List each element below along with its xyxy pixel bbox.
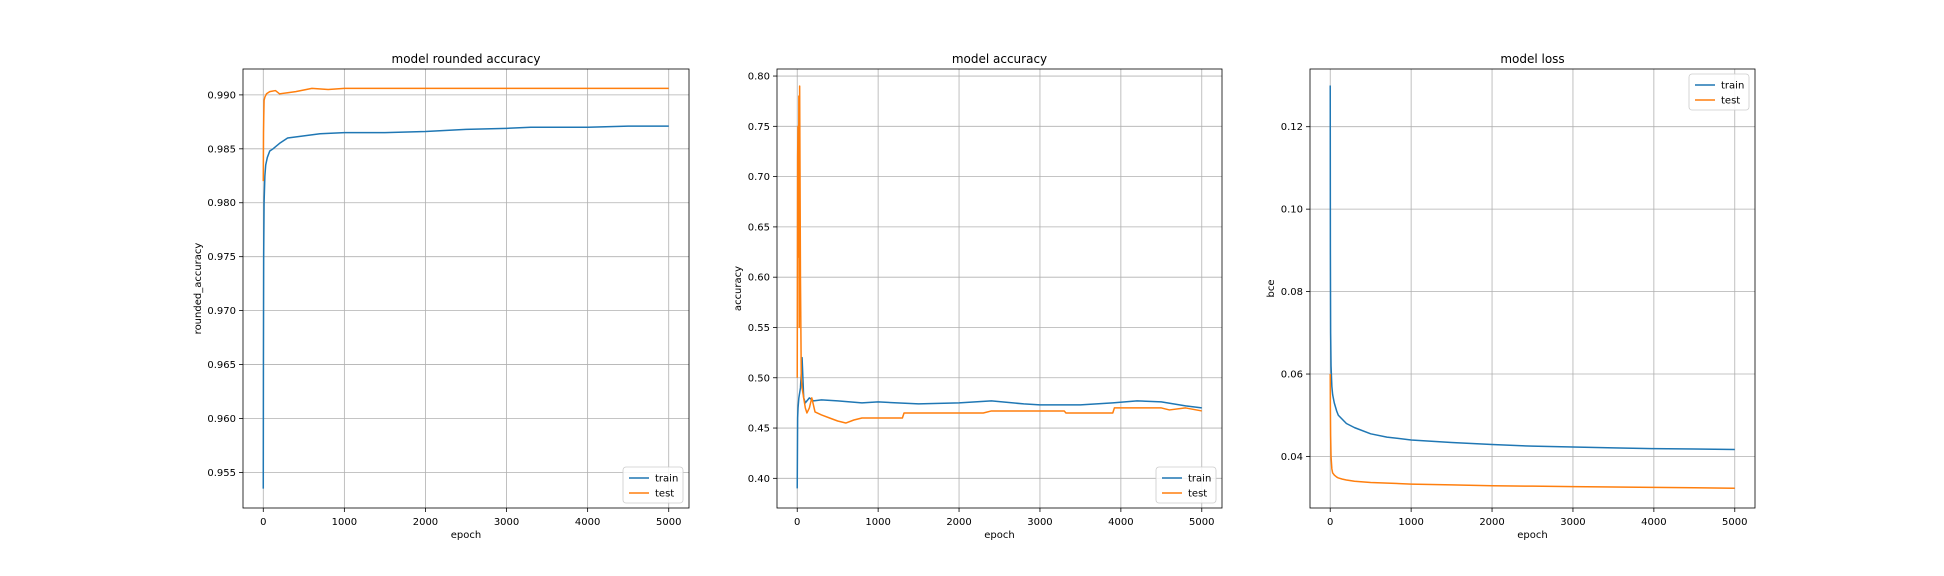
y-tick-label: 0.80 — [748, 72, 770, 83]
legend: train test — [1688, 73, 1750, 111]
x-tick-label: 5000 — [1722, 517, 1747, 528]
x-axis-label: epoch — [451, 530, 481, 541]
y-tick-label: 0.55 — [748, 323, 770, 334]
y-tick-label: 0.60 — [748, 273, 770, 284]
x-tick-label: 4000 — [1641, 517, 1666, 528]
chart-panel-2: 0 1000 2000 3000 4000 5000 0.40 0.45 0.50 0.55 0.6… — [733, 52, 1223, 541]
legend-label-test: test — [655, 489, 674, 500]
x-axis-label: epoch — [1517, 530, 1547, 541]
series-line-train — [1329, 85, 1735, 451]
y-tick-label: 0.12 — [1281, 122, 1303, 133]
x-tick-label: 3000 — [494, 517, 519, 528]
legend-label-test: test — [1721, 96, 1740, 107]
legend-label-train: train — [1721, 81, 1744, 92]
y-tick-label: 0.65 — [748, 222, 770, 233]
series-line-test — [262, 87, 669, 182]
y-tick-label: 0.965 — [207, 360, 236, 371]
y-axis-label: accuracy — [733, 266, 744, 311]
chart-title: model rounded accuracy — [392, 52, 541, 66]
legend-box — [1688, 73, 1750, 111]
x-tick-label: 4000 — [1108, 517, 1133, 528]
x-tick-label: 1000 — [865, 517, 890, 528]
y-tick-label: 0.990 — [207, 90, 236, 101]
chart-panel-3: 0 1000 2000 3000 4000 5000 0.04 0.06 0.08 0.10 0.1… — [1266, 52, 1756, 541]
y-axis-label: rounded_accuracy — [193, 243, 204, 335]
y-tick-label: 0.70 — [748, 172, 770, 183]
y-tick-label: 0.45 — [748, 424, 770, 435]
legend-label-test: test — [1188, 489, 1207, 500]
x-tick-label: 3000 — [1027, 517, 1052, 528]
y-tick-label: 0.06 — [1281, 370, 1303, 381]
y-tick-label: 0.08 — [1281, 287, 1303, 298]
chart-panel-1: 0 1000 2000 3000 4000 5000 0.955 0.960 0.965 0.97… — [193, 52, 690, 541]
y-tick-label: 0.50 — [748, 373, 770, 384]
legend-box — [1155, 466, 1217, 504]
y-tick-label: 0.04 — [1281, 452, 1303, 463]
series-line-train — [796, 356, 1202, 489]
x-tick-label: 2000 — [1479, 517, 1504, 528]
y-tick-label: 0.985 — [207, 144, 236, 155]
legend-label-train: train — [655, 474, 678, 485]
y-tick-label: 0.40 — [748, 474, 770, 485]
series-line-test — [1329, 374, 1735, 489]
chart-title: model accuracy — [952, 52, 1047, 66]
series-line-test — [796, 85, 1202, 424]
y-tick-label: 0.960 — [207, 414, 236, 425]
axes-frame — [1309, 68, 1756, 509]
legend-box — [622, 466, 684, 504]
legend: train test — [1155, 466, 1217, 504]
x-tick-label: 0 — [1327, 517, 1333, 528]
y-tick-label: 0.975 — [207, 252, 236, 263]
y-tick-label: 0.75 — [748, 122, 770, 133]
x-tick-label: 5000 — [656, 517, 681, 528]
y-tick-label: 0.980 — [207, 198, 236, 209]
y-tick-label: 0.10 — [1281, 205, 1303, 216]
x-tick-label: 0 — [794, 517, 800, 528]
legend-label-train: train — [1188, 474, 1211, 485]
y-tick-label: 0.970 — [207, 306, 236, 317]
axes-frame — [242, 68, 690, 509]
x-tick-label: 2000 — [946, 517, 971, 528]
chart-title: model loss — [1500, 52, 1564, 66]
x-tick-label: 5000 — [1189, 517, 1214, 528]
legend: train test — [622, 466, 684, 504]
y-axis-label: bce — [1266, 280, 1277, 298]
x-tick-label: 1000 — [332, 517, 357, 528]
axes-frame — [776, 68, 1223, 509]
x-tick-label: 1000 — [1398, 517, 1423, 528]
x-tick-label: 4000 — [575, 517, 600, 528]
series-line-train — [262, 125, 669, 489]
y-tick-label: 0.955 — [207, 468, 236, 479]
x-tick-label: 2000 — [413, 517, 438, 528]
x-axis-label: epoch — [984, 530, 1014, 541]
x-tick-label: 3000 — [1560, 517, 1585, 528]
x-tick-label: 0 — [260, 517, 266, 528]
